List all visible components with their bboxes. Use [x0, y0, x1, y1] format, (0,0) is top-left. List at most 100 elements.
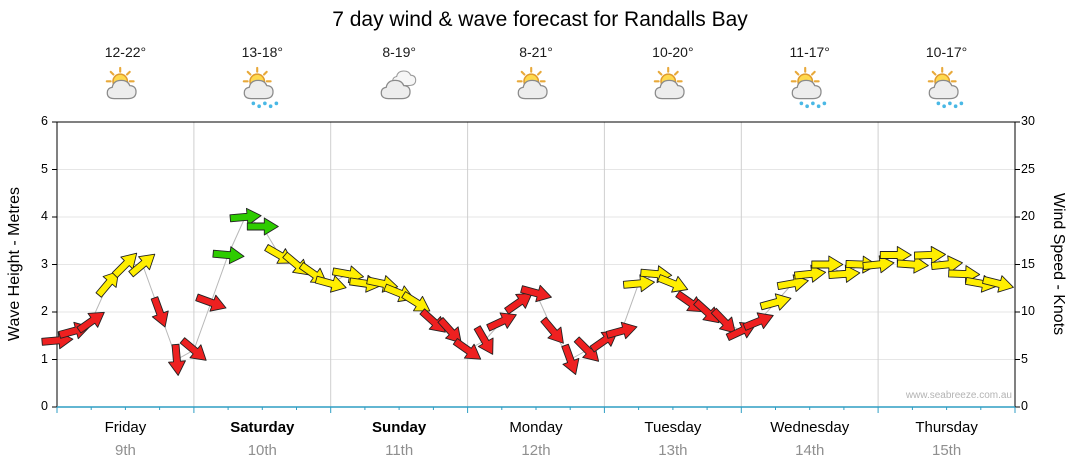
day-weather-icon-cell [878, 66, 1015, 114]
left-axis-tick-label: 4 [41, 209, 48, 223]
cloud-glyph [380, 79, 411, 100]
partly-cloudy-rain-icon [927, 66, 963, 109]
wind-arrow [195, 293, 227, 312]
cloud-glyph [928, 79, 959, 100]
day-names-row: Friday Saturday Sunday Monday Tuesday Wednesd… [57, 419, 1015, 436]
wind-arrow [776, 274, 809, 292]
wind-arrow [95, 270, 120, 298]
cloud-glyph [243, 79, 274, 100]
day-weather-icon-cell [194, 66, 331, 114]
wind-arrow [520, 284, 552, 303]
day-date-label: 10th [247, 442, 277, 459]
daily-weather-icons-row [57, 64, 1015, 116]
day-name-label: Thursday [915, 419, 978, 436]
cloud-glyph [517, 79, 548, 100]
day-date-label: 11th [385, 442, 414, 459]
right-axis-tick-label: 20 [1021, 209, 1035, 223]
wind-arrow [128, 253, 156, 278]
day-temp-range: 10-17° [925, 44, 968, 60]
left-axis-tick-label: 0 [41, 399, 48, 413]
partly-cloudy-rain-icon [243, 66, 279, 109]
wind-arrow [179, 337, 207, 361]
right-axis-tick-label: 25 [1021, 161, 1035, 176]
wind-arrow [710, 307, 736, 334]
left-axis-tick-label: 6 [41, 114, 48, 128]
chart-title: 7 day wind & wave forecast for Randalls … [332, 8, 748, 31]
wind-arrow [879, 246, 912, 264]
wind-arrow [811, 255, 844, 274]
wind-arrow [452, 338, 482, 360]
wind-arrow [605, 321, 638, 340]
wind-arrow [229, 207, 262, 226]
left-axis-tick-label: 1 [41, 351, 48, 366]
cloud-glyph [654, 79, 685, 100]
right-axis-label: Wind Speed - Knots [1050, 192, 1067, 336]
day-date-label: 12th [521, 442, 551, 459]
wind-arrow [693, 298, 720, 324]
partly-cloudy-icon [653, 66, 685, 100]
wind-arrow [168, 343, 186, 376]
rain-glyph [799, 101, 826, 109]
wind-arrow [896, 255, 929, 274]
cloudy-icon [380, 70, 417, 100]
wind-arrow [401, 291, 431, 312]
day-temp-range: 13-18° [241, 44, 283, 60]
right-axis-tick-label: 0 [1021, 399, 1028, 413]
dates-row: 9th 10th 11th 12th 13th 14th 15th [57, 442, 1015, 459]
wind-arrow [314, 275, 347, 293]
wind-arrow [862, 255, 895, 274]
wind-arrow [930, 255, 963, 274]
day-weather-icon-cell [468, 66, 605, 114]
right-axis-tick-label: 15 [1021, 256, 1035, 271]
day-name-label: Tuesday [644, 419, 702, 436]
day-weather-icon-cell [331, 66, 468, 114]
partly-cloudy-icon [516, 66, 548, 100]
wind-arrow [793, 264, 827, 283]
wind-arrow [76, 311, 105, 334]
day-temp-range: 8-19° [382, 44, 416, 60]
wind-arrow [419, 308, 446, 333]
wind-arrow [982, 275, 1014, 293]
rain-glyph [936, 101, 963, 109]
left-axis-tick-label: 5 [41, 161, 48, 176]
left-axis-tick-label: 2 [41, 304, 48, 318]
wind-arrow [561, 343, 580, 375]
watermark: www.seabreeze.com.au [905, 390, 1012, 401]
left-axis-tick-label: 3 [41, 256, 48, 271]
wind-arrow [246, 217, 279, 236]
day-weather-icon-cell [741, 66, 878, 114]
wind-arrow [622, 274, 655, 293]
wind-arrow [504, 292, 533, 315]
rain-glyph [251, 101, 279, 109]
day-name-label: Wednesday [770, 419, 850, 436]
wind-arrow [486, 312, 517, 332]
day-name-label: Sunday [372, 419, 427, 436]
partly-cloudy-icon [106, 66, 138, 100]
wind-arrow [473, 325, 494, 355]
cloud-glyph [107, 79, 138, 100]
day-weather-icon-cell [604, 66, 741, 114]
wind-arrow [540, 316, 564, 344]
right-axis-tick-label: 10 [1021, 304, 1035, 318]
right-axis-tick-label: 5 [1021, 351, 1028, 366]
cloud-glyph [791, 79, 822, 100]
day-temp-range: 10-20° [652, 44, 694, 60]
day-date-label: 14th [795, 442, 825, 459]
wind-arrow [150, 296, 169, 328]
partly-cloudy-rain-icon [790, 66, 826, 109]
day-name-label: Monday [509, 419, 563, 436]
day-date-label: 13th [658, 442, 688, 459]
wind-arrow [828, 264, 861, 283]
wind-arrow [437, 317, 462, 344]
wind-arrow [913, 245, 946, 264]
day-temp-range: 11-17° [789, 44, 830, 60]
right-axis-tick-label: 30 [1021, 114, 1035, 128]
day-name-label: Saturday [230, 419, 295, 436]
day-temp-range: 12-22° [104, 44, 147, 60]
day-name-label: Friday [104, 419, 147, 436]
wind-arrow [111, 252, 138, 279]
day-date-label: 15th [931, 442, 962, 459]
day-temp-range: 8-21° [519, 44, 553, 60]
